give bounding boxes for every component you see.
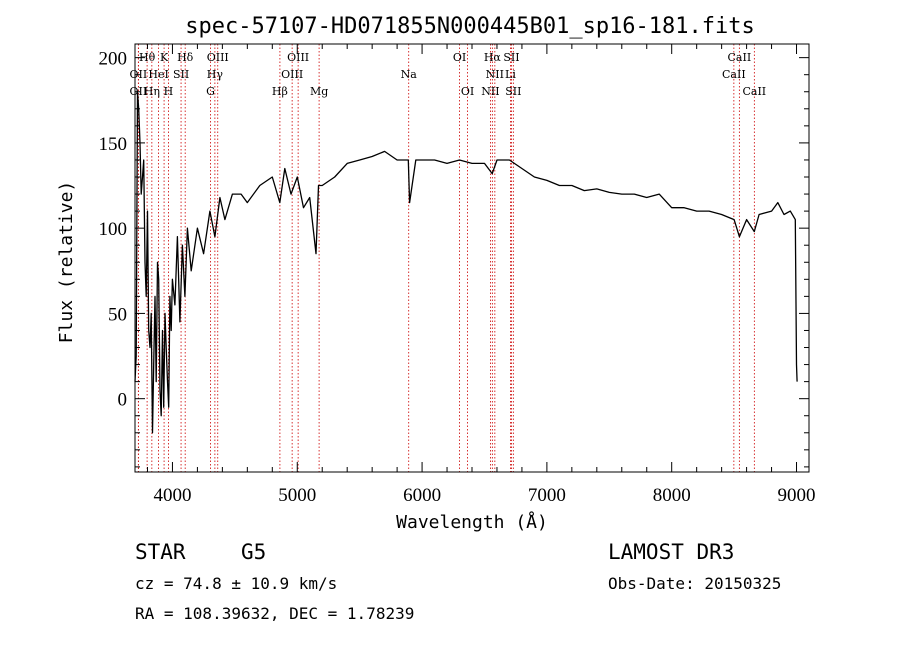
spectral-line-label: OIII <box>207 51 229 64</box>
spectral-line-label: OIII <box>287 51 309 64</box>
x-tick-label: 6000 <box>403 485 441 506</box>
spectral-line-label: Hθ <box>139 51 156 64</box>
spectral-line-label: CaII <box>728 51 752 64</box>
spectral-line-label: OI <box>461 85 474 98</box>
y-tick-label: 200 <box>99 49 128 70</box>
spectral-line-label: HeI <box>148 68 168 81</box>
line-markers <box>137 44 755 472</box>
y-axis: 0 50 100 150 200 <box>99 49 809 468</box>
spectral-line-label: NII <box>481 85 499 98</box>
spectral-line-label: OIII <box>281 68 303 81</box>
chart-title: spec-57107-HD071855N000445B01_sp16-181.f… <box>185 14 755 39</box>
spectral-line-label: SII <box>173 68 189 81</box>
x-tick-label: 4000 <box>153 485 191 506</box>
spectral-line-label: SII <box>505 85 521 98</box>
spectral-line-label: Hα <box>484 51 502 64</box>
spectral-line-label: G <box>206 85 215 98</box>
spectral-line-label: CaII <box>722 68 746 81</box>
object-class: STAR <box>135 540 186 564</box>
coordinates-readout: RA = 108.39632, DEC = 1.78239 <box>135 604 415 623</box>
y-tick-label: 150 <box>99 134 128 155</box>
spectral-line-label: K <box>160 51 169 64</box>
y-tick-label: 50 <box>108 304 127 325</box>
spectral-line-label: Hη <box>144 85 160 98</box>
spectral-line-label: OI <box>453 51 466 64</box>
plot-frame <box>134 43 810 473</box>
redshift-readout: cz = 74.8 ± 10.9 km/s <box>135 574 338 593</box>
spectral-subclass: G5 <box>241 540 267 564</box>
spectrum-series-line <box>134 91 798 434</box>
spectral-line-label: Hβ <box>272 85 288 98</box>
y-tick-label: 100 <box>99 219 128 240</box>
spectral-line-label: Na <box>401 68 418 81</box>
spectral-line-label: Li <box>505 68 516 81</box>
x-tick-label: 9000 <box>778 485 816 506</box>
spectral-line-label: Hδ <box>177 51 194 64</box>
spectral-line-label: Hγ <box>207 68 224 81</box>
spectral-line-label: SII <box>503 51 519 64</box>
observation-date: Obs-Date: 20150325 <box>608 574 782 593</box>
x-tick-label: 8000 <box>653 485 691 506</box>
spectral-line-label: CaII <box>742 85 766 98</box>
spectral-line-label: Mg <box>310 85 328 98</box>
survey-name: LAMOST DR3 <box>608 540 735 564</box>
x-axis-label: Wavelength (Å) <box>396 511 548 533</box>
x-tick-label: 5000 <box>278 485 316 506</box>
y-tick-label: 0 <box>118 390 128 411</box>
x-tick-label: 7000 <box>528 485 566 506</box>
x-axis: 4000 5000 6000 7000 8000 9000 <box>146 44 816 506</box>
y-axis-label: Flux (relative) <box>56 181 77 344</box>
spectral-line-label: H <box>164 85 174 98</box>
spectral-line-label: NII <box>486 68 504 81</box>
